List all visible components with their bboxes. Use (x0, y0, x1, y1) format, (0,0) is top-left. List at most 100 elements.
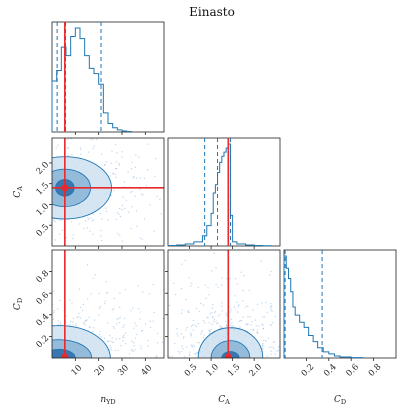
sample-point (210, 328, 212, 331)
sample-point (118, 164, 121, 166)
sample-point (7, 215, 8, 216)
sample-point (152, 320, 155, 322)
sample-point (44, 329, 45, 330)
sample-point (45, 253, 46, 254)
sample-point (232, 174, 233, 175)
sample-point (184, 356, 186, 358)
sample-point (100, 336, 103, 338)
sample-point (306, 323, 307, 324)
sample-point (46, 216, 47, 217)
sample-point (31, 151, 32, 152)
sample-point (40, 178, 41, 179)
sample-point (4, 165, 5, 166)
sample-point (269, 274, 271, 276)
sample-point (46, 303, 47, 304)
sample-point (24, 206, 25, 207)
sample-point (261, 302, 263, 304)
sample-point (270, 324, 272, 327)
sample-point (147, 345, 149, 347)
sample-point (159, 317, 160, 318)
sample-point (212, 320, 215, 323)
sample-point (44, 355, 45, 356)
sample-point (190, 325, 193, 327)
sample-point (252, 309, 254, 311)
sample-point (154, 175, 156, 177)
sample-point (181, 329, 182, 330)
sample-point (100, 229, 102, 232)
sample-point (4, 177, 5, 178)
sample-point (78, 288, 81, 290)
sample-point (136, 225, 138, 228)
sample-point (50, 146, 51, 147)
sample-point (242, 289, 244, 292)
sample-point (27, 221, 28, 222)
sample-point (92, 213, 94, 215)
sample-point (19, 348, 20, 349)
contour-level-2 (210, 340, 251, 358)
sample-point (93, 145, 95, 148)
sample-point (28, 158, 29, 159)
sample-point (190, 333, 193, 336)
sample-point (134, 337, 137, 339)
sample-point (38, 356, 39, 357)
sample-point (134, 166, 137, 169)
sample-point (24, 221, 25, 222)
sample-point (67, 138, 69, 140)
sample-point (193, 297, 194, 298)
sample-point (92, 327, 95, 329)
sample-point (59, 299, 62, 302)
sample-point (6, 355, 7, 356)
sample-point (176, 327, 178, 330)
sample-point (49, 355, 50, 356)
sample-point (29, 351, 30, 352)
sample-point (180, 333, 182, 335)
sample-point (211, 311, 213, 314)
sample-point (260, 260, 262, 262)
sample-point (119, 234, 121, 236)
sample-point (215, 283, 217, 286)
sample-point (215, 320, 217, 322)
sample-point (119, 338, 121, 340)
sample-point (25, 357, 26, 358)
sample-point (180, 312, 183, 315)
sample-point (276, 350, 278, 352)
sample-point (231, 322, 233, 324)
sample-point (192, 344, 194, 346)
sample-point (155, 355, 158, 357)
sample-point (206, 316, 208, 319)
sample-point (57, 144, 59, 147)
sample-point (238, 304, 240, 306)
sample-point (46, 194, 47, 195)
sample-point (124, 342, 127, 345)
sample-point (289, 322, 290, 323)
sample-point (142, 355, 143, 356)
sample-point (101, 218, 103, 220)
sample-point (40, 355, 41, 356)
sample-point (290, 346, 291, 347)
sample-point (118, 162, 120, 165)
sample-point (22, 354, 23, 355)
sample-point (91, 220, 94, 222)
sample-point (52, 311, 55, 314)
sample-point (185, 329, 187, 331)
sample-point (83, 321, 86, 323)
sample-point (287, 350, 288, 351)
sample-point (77, 316, 79, 318)
sample-point (268, 346, 271, 349)
sample-point (156, 342, 159, 344)
sample-point (113, 189, 115, 192)
sample-point (121, 208, 123, 211)
sample-point (40, 354, 41, 355)
sample-point (221, 310, 224, 312)
sample-point (48, 160, 49, 161)
sample-point (17, 270, 18, 271)
truth-marker (61, 184, 69, 192)
sample-point (294, 330, 295, 331)
sample-point (245, 323, 247, 325)
sample-point (41, 333, 42, 334)
y-tick-label: 0.5 (35, 222, 52, 239)
sample-point (24, 219, 25, 220)
y-axis-label-CD: CD (13, 298, 24, 310)
sample-point (71, 153, 73, 156)
sample-point (114, 143, 117, 146)
